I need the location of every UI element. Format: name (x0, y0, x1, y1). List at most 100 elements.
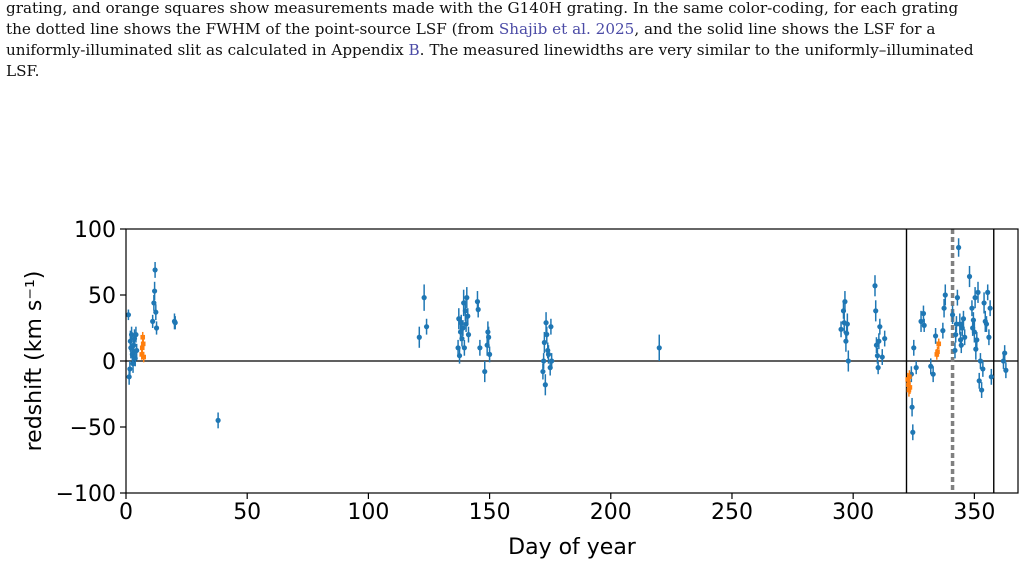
marker (910, 429, 916, 435)
marker (140, 341, 146, 347)
blue-data-point (477, 339, 483, 356)
blue-data-point (981, 292, 987, 314)
marker (456, 316, 462, 322)
blue-data-point (125, 309, 132, 321)
marker (876, 338, 882, 344)
blue-data-point (979, 382, 985, 398)
marker (913, 365, 919, 371)
marker (877, 324, 883, 330)
marker (986, 334, 992, 340)
marker (932, 333, 939, 339)
blue-data-point (882, 330, 888, 347)
marker (930, 371, 936, 377)
y-tick-label: −100 (56, 482, 116, 507)
x-tick-label: 200 (590, 500, 632, 525)
marker (465, 313, 471, 319)
blue-data-point (911, 339, 917, 356)
y-tick-label: 50 (88, 284, 116, 309)
x-tick-label: 300 (832, 500, 874, 525)
marker (971, 329, 977, 335)
blue-data-point (986, 329, 992, 346)
blue-data-point (960, 310, 967, 327)
blue-data-point (548, 318, 554, 335)
y-axis-label: redshift (km s⁻¹) (22, 271, 47, 452)
marker (873, 342, 880, 348)
marker (540, 368, 546, 375)
blue-data-point (656, 334, 662, 361)
orange-data-point (141, 351, 146, 363)
marker (215, 417, 221, 423)
orange-data-point (907, 380, 913, 394)
marker (974, 337, 980, 343)
marker (956, 244, 962, 251)
caption-line-2-pre: the dotted line shows the FWHM of the po… (6, 20, 499, 38)
marker (460, 325, 466, 331)
blue-data-point (910, 424, 916, 441)
marker (545, 351, 552, 357)
marker (544, 332, 550, 338)
y-tick-label: −50 (70, 416, 116, 441)
blue-data-point (962, 329, 968, 346)
marker (977, 358, 984, 364)
blue-data-point (873, 337, 880, 354)
marker (985, 289, 991, 295)
marker (134, 347, 140, 354)
marker (421, 295, 427, 301)
caption-line-4: LSF. (6, 62, 40, 80)
marker (139, 345, 145, 351)
blue-data-point (152, 262, 158, 278)
blue-data-point (421, 284, 427, 311)
orange-data-point (140, 338, 146, 350)
blue-data-point (876, 333, 882, 350)
blue-data-point (461, 339, 467, 356)
marker (132, 355, 138, 361)
marker (464, 295, 470, 301)
marker (141, 354, 146, 360)
blue-data-point (877, 318, 883, 335)
marker (486, 351, 493, 357)
citation-link[interactable]: Shajib et al. 2025 (498, 20, 635, 38)
marker (459, 335, 465, 342)
marker (907, 385, 913, 390)
marker (172, 320, 178, 326)
marker (959, 325, 965, 331)
marker (130, 361, 136, 367)
appendix-link[interactable]: B (408, 41, 420, 59)
marker (542, 382, 548, 388)
blue-data-point (150, 314, 156, 328)
marker (988, 374, 994, 380)
marker (958, 342, 964, 348)
reference-lines (126, 229, 1018, 493)
figure-caption: grating, and orange squares show measure… (6, 0, 1028, 82)
blue-data-point (974, 331, 980, 348)
blue-data-point (958, 337, 964, 354)
marker (942, 292, 948, 298)
blue-data-point (940, 322, 946, 339)
marker (969, 305, 975, 311)
blue-data-point (542, 374, 548, 396)
blue-data-point (486, 326, 492, 348)
marker (548, 324, 554, 330)
blue-data-point (983, 316, 990, 332)
marker (981, 300, 987, 306)
marker (152, 288, 158, 294)
blue-data-point (153, 304, 159, 321)
blue-data-point (976, 372, 982, 389)
blue-data-point (133, 326, 139, 343)
marker (656, 345, 662, 351)
blue-data-point (132, 350, 138, 367)
blue-data-point (970, 312, 977, 328)
marker (983, 321, 990, 327)
blue-data-point (941, 298, 947, 318)
data-series (125, 238, 1009, 441)
blue-data-point (153, 321, 160, 335)
blue-data-point (845, 350, 851, 372)
marker (940, 328, 946, 334)
marker (980, 366, 986, 372)
blue-data-point (966, 265, 973, 288)
blue-data-point (980, 361, 986, 377)
marker (979, 387, 985, 393)
blue-data-point (957, 313, 963, 335)
marker (475, 306, 481, 313)
